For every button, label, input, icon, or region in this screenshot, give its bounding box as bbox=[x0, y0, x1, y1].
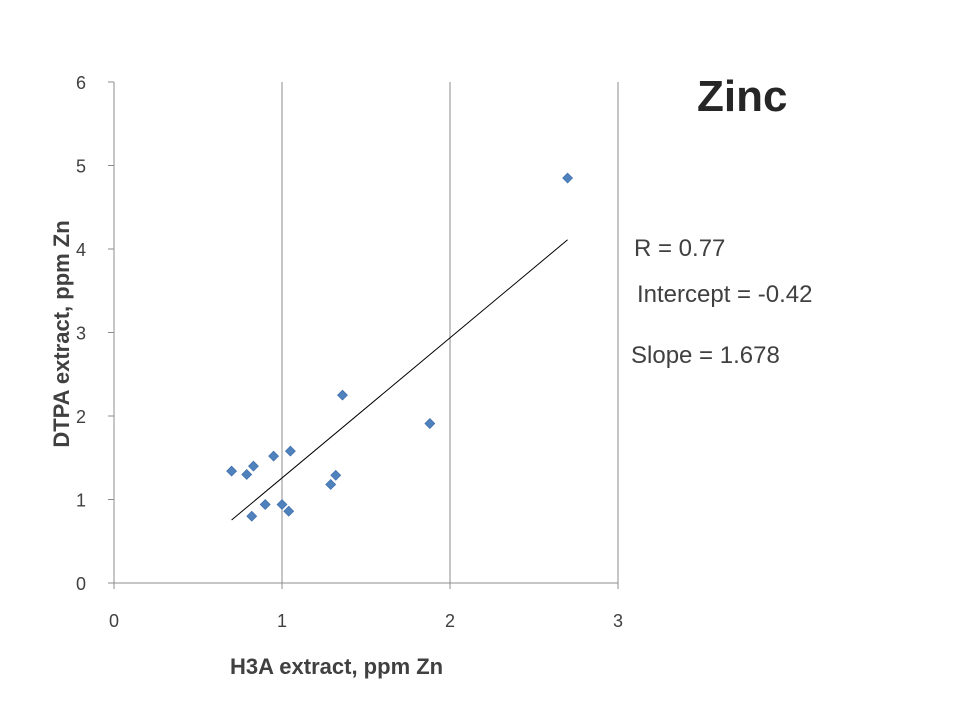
data-point bbox=[330, 469, 342, 481]
x-tick-label: 2 bbox=[445, 611, 455, 631]
y-tick-label: 1 bbox=[76, 491, 86, 511]
x-axis-label: H3A extract, ppm Zn bbox=[230, 654, 444, 679]
axes bbox=[108, 81, 619, 589]
data-point bbox=[325, 479, 337, 490]
data-point bbox=[259, 499, 271, 510]
data-point bbox=[246, 510, 258, 522]
x-tick-label: 1 bbox=[277, 611, 287, 631]
data-point bbox=[276, 499, 288, 510]
data-point bbox=[562, 172, 574, 184]
chart-title: Zinc bbox=[697, 72, 788, 121]
data-point bbox=[241, 469, 253, 480]
y-tick-label: 2 bbox=[76, 407, 86, 427]
data-point bbox=[268, 450, 280, 462]
data-point bbox=[226, 465, 238, 477]
data-points bbox=[226, 172, 574, 522]
intercept-annotation: Intercept = -0.42 bbox=[637, 281, 813, 308]
data-point bbox=[248, 460, 259, 472]
y-tick-label: 6 bbox=[76, 73, 86, 93]
data-point bbox=[337, 389, 348, 401]
trendline-group bbox=[231, 239, 568, 521]
y-tick-label: 5 bbox=[76, 157, 86, 177]
data-point bbox=[283, 505, 295, 517]
y-tick-label: 4 bbox=[76, 240, 86, 260]
x-tick-label: 3 bbox=[613, 611, 623, 631]
data-point bbox=[424, 418, 436, 429]
x-tick-label: 0 bbox=[109, 611, 119, 631]
r-value-annotation: R = 0.77 bbox=[634, 235, 726, 262]
trendline bbox=[231, 239, 568, 521]
y-tick-label: 3 bbox=[76, 324, 86, 344]
y-axis-label: DTPA extract, ppm Zn bbox=[49, 220, 74, 448]
y-tick-label: 0 bbox=[76, 574, 86, 594]
data-point bbox=[284, 445, 296, 457]
tick-labels: 0 1 2 3 4 5 6 0 1 2 3 bbox=[76, 73, 623, 631]
gridlines bbox=[281, 82, 619, 583]
slope-annotation: Slope = 1.678 bbox=[631, 342, 780, 369]
